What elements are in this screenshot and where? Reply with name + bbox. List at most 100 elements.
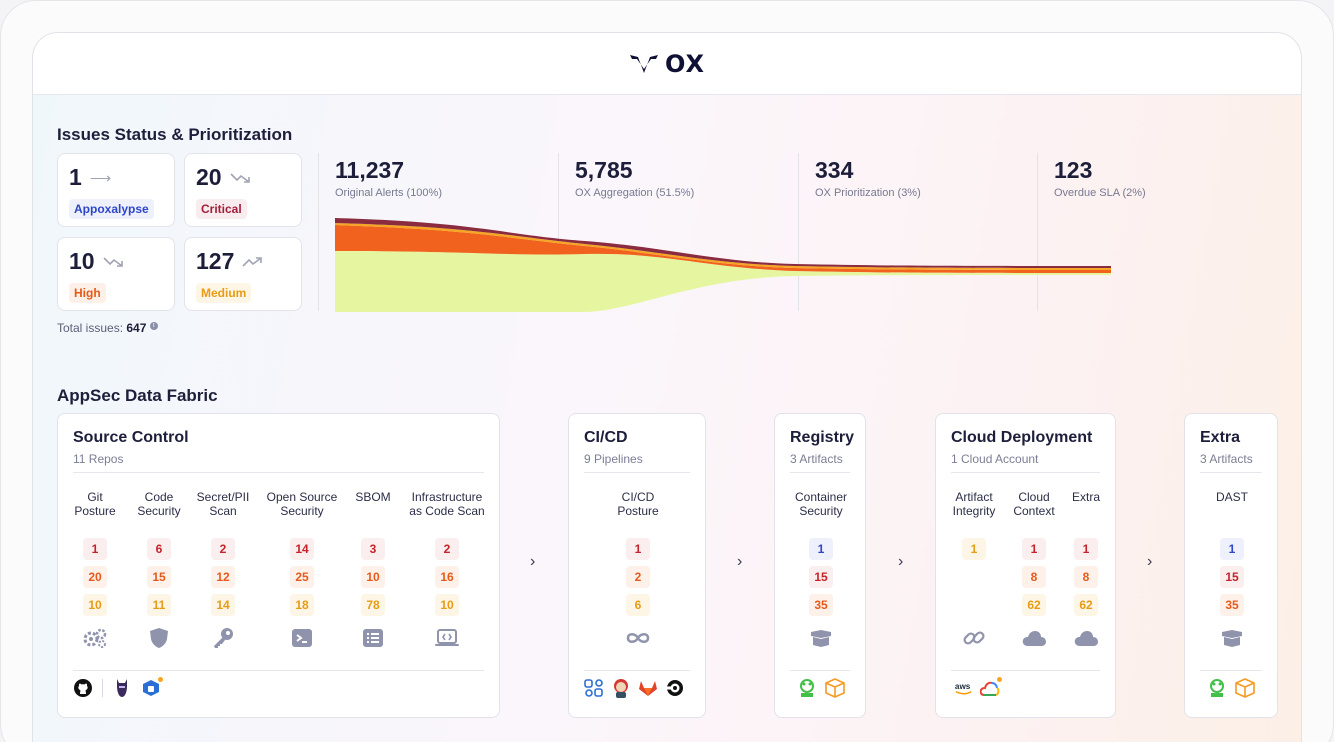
column-artifact-integrity[interactable]: Artifact Integrity 1	[946, 490, 1002, 650]
jfrog-logo-icon[interactable]	[1207, 678, 1227, 698]
medium-count[interactable]: 78	[361, 594, 385, 616]
critical-count[interactable]: 1	[1074, 538, 1098, 560]
high-count[interactable]: 20	[83, 566, 107, 588]
jenkins-logo-icon[interactable]	[611, 678, 631, 698]
card-extra[interactable]: Extra 3 Artifacts DAST 1 15 35	[1184, 413, 1278, 718]
ninja-logo-icon[interactable]	[112, 678, 132, 698]
kpi-label: Critical	[196, 199, 247, 219]
medium-count[interactable]: 10	[83, 594, 107, 616]
trend-down-icon	[103, 256, 123, 267]
label-line: Infrastructure	[411, 490, 483, 504]
high-count[interactable]: 35	[1220, 594, 1244, 616]
column-sbom[interactable]: SBOM 3 10 78	[346, 490, 400, 650]
cloud-icon	[1020, 626, 1048, 650]
funnel-chart	[335, 218, 1111, 312]
card-separator	[951, 670, 1100, 671]
appoxalypse-count[interactable]: 1	[809, 538, 833, 560]
shield-icon	[145, 626, 173, 650]
card-source-control[interactable]: Source Control 11 Repos Git Posture 1 20 …	[57, 413, 500, 718]
gcp-logo-icon[interactable]	[980, 677, 1002, 698]
medium-count[interactable]: 62	[1022, 594, 1046, 616]
column-container-security[interactable]: Container Security 1 15 35	[783, 490, 859, 650]
kpi-medium[interactable]: 127 Medium	[184, 237, 302, 311]
medium-count[interactable]: 6	[626, 594, 650, 616]
label-line: Artifact	[955, 490, 993, 504]
column-code-security[interactable]: Code Security 6 15 11	[130, 490, 188, 650]
gitlab-logo-icon[interactable]	[638, 678, 658, 698]
column-git-posture[interactable]: Git Posture 1 20 10	[66, 490, 124, 650]
funnel-value: 334	[815, 157, 854, 183]
azure-pipelines-logo-icon[interactable]	[584, 678, 604, 698]
integration-logos: aws	[954, 677, 1002, 698]
card-separator	[790, 472, 850, 473]
column-label: SBOM	[346, 490, 400, 522]
package-logo-icon[interactable]	[825, 678, 845, 698]
card-separator	[584, 472, 690, 473]
medium-count[interactable]: 1	[962, 538, 986, 560]
funnel-stage-original: 11,237 Original Alerts (100%)	[335, 157, 442, 199]
high-count[interactable]: 10	[361, 566, 385, 588]
card-cicd[interactable]: CI/CD 9 Pipelines CI/CD Posture 1 2 6	[568, 413, 706, 718]
card-cloud-deployment[interactable]: Cloud Deployment 1 Cloud Account Artifac…	[935, 413, 1116, 718]
medium-count[interactable]: 11	[147, 594, 171, 616]
critical-count[interactable]: 15	[809, 566, 833, 588]
label-line: Cloud	[1018, 490, 1050, 504]
critical-count[interactable]: 2	[211, 538, 235, 560]
medium-count[interactable]: 62	[1074, 594, 1098, 616]
card-title: Cloud Deployment	[951, 429, 1093, 446]
critical-count[interactable]: 6	[147, 538, 171, 560]
label-line: Security	[799, 504, 843, 518]
column-cloud-context[interactable]: Cloud Context 1 8 62	[1008, 490, 1060, 650]
kpi-appoxalypse[interactable]: 1 ⟶ Appoxalypse	[57, 153, 175, 227]
medium-count[interactable]: 10	[435, 594, 459, 616]
high-count[interactable]: 12	[211, 566, 235, 588]
high-count[interactable]: 2	[626, 566, 650, 588]
package-logo-icon[interactable]	[1235, 678, 1255, 698]
total-issues: Total issues: 647 i	[57, 321, 158, 335]
card-separator	[73, 670, 484, 671]
column-cicd-posture[interactable]: CI/CD Posture 1 2 6	[584, 490, 692, 650]
high-count[interactable]: 25	[290, 566, 314, 588]
high-count[interactable]: 8	[1074, 566, 1098, 588]
medium-count[interactable]: 18	[290, 594, 314, 616]
appoxalypse-count[interactable]: 1	[1220, 538, 1244, 560]
critical-count[interactable]: 14	[290, 538, 314, 560]
bitbucket-logo-icon[interactable]	[141, 677, 163, 698]
column-dast[interactable]: DAST 1 15 35	[1193, 490, 1271, 650]
funnel-stage-prioritization: 334 OX Prioritization (3%)	[815, 157, 921, 199]
chevron-right-icon: ›	[530, 553, 536, 570]
critical-count[interactable]: 3	[361, 538, 385, 560]
info-icon[interactable]: i	[149, 322, 158, 330]
jfrog-logo-icon[interactable]	[797, 678, 817, 698]
column-open-source-security[interactable]: Open Source Security 14 25 18	[262, 490, 342, 650]
column-secret-scan[interactable]: Secret/PII Scan 2 12 14	[191, 490, 255, 650]
card-separator	[951, 472, 1100, 473]
critical-count[interactable]: 1	[83, 538, 107, 560]
github-logo-icon[interactable]	[73, 678, 93, 698]
kpi-critical[interactable]: 20 Critical	[184, 153, 302, 227]
column-label: Git Posture	[66, 490, 124, 522]
high-count[interactable]: 8	[1022, 566, 1046, 588]
circleci-logo-icon[interactable]	[665, 678, 685, 698]
kpi-high[interactable]: 10 High	[57, 237, 175, 311]
critical-count[interactable]: 15	[1220, 566, 1244, 588]
high-count[interactable]: 35	[809, 594, 833, 616]
integration-logos	[73, 677, 163, 698]
column-iac-scan[interactable]: Infrastructure as Code Scan 2 16 10	[404, 490, 490, 650]
trend-down-icon	[230, 172, 250, 183]
status-dot	[158, 677, 163, 682]
label-line: Security	[280, 504, 324, 518]
funnel-label: OX Prioritization (3%)	[815, 187, 921, 199]
label-line: Posture	[74, 504, 116, 518]
aws-logo-icon[interactable]: aws	[954, 678, 974, 698]
high-count[interactable]: 15	[147, 566, 171, 588]
kpi-value: 10	[69, 248, 95, 274]
critical-count[interactable]: 1	[1022, 538, 1046, 560]
medium-count[interactable]: 14	[211, 594, 235, 616]
critical-count[interactable]: 2	[435, 538, 459, 560]
column-extra[interactable]: Extra 1 8 62	[1064, 490, 1108, 650]
high-count[interactable]: 16	[435, 566, 459, 588]
card-registry[interactable]: Registry 3 Artifacts Container Security 1…	[774, 413, 866, 718]
critical-count[interactable]: 1	[626, 538, 650, 560]
label-line: Posture	[617, 504, 659, 518]
